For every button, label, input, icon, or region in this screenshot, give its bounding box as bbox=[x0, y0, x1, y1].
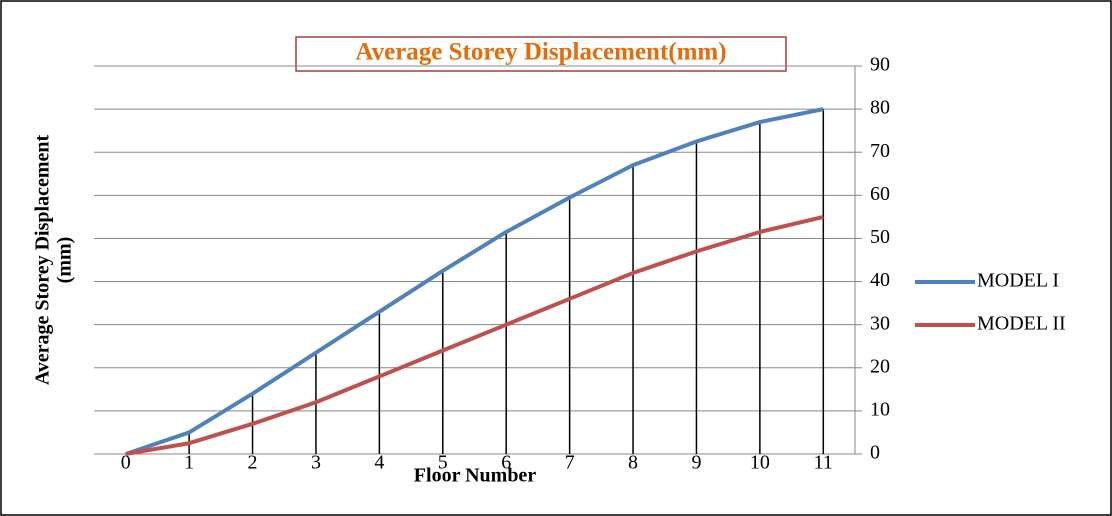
legend-label: MODEL II bbox=[977, 313, 1066, 335]
x-tick-label: 11 bbox=[814, 452, 833, 474]
x-tick-label: 0 bbox=[121, 452, 131, 474]
title-box bbox=[295, 36, 787, 72]
y-tick-label: 50 bbox=[870, 226, 890, 248]
series-line bbox=[125, 107, 824, 456]
y-tick-label: 20 bbox=[870, 355, 890, 377]
y-tick-label: 30 bbox=[870, 312, 890, 334]
chart-title: Average Storey Displacement(mm) bbox=[355, 39, 726, 66]
x-axis-title: Floor Number bbox=[414, 465, 537, 487]
y-tick-label: 70 bbox=[870, 140, 890, 162]
y-tick-label: 60 bbox=[870, 183, 890, 205]
legend-label: MODEL I bbox=[977, 270, 1059, 292]
y-tick-label: 40 bbox=[870, 269, 890, 291]
y-tick-label: 10 bbox=[870, 398, 890, 420]
x-tick-label: 2 bbox=[248, 452, 258, 474]
y-axis-title: Average Storey Displacement bbox=[32, 135, 54, 386]
y-tick-label: 80 bbox=[870, 97, 890, 119]
x-tick-label: 4 bbox=[374, 452, 384, 474]
y-axis-title: (mm) bbox=[54, 237, 76, 284]
x-tick-label: 8 bbox=[628, 452, 638, 474]
x-tick-label: 6 bbox=[501, 452, 511, 474]
x-tick-label: 1 bbox=[184, 452, 194, 474]
y-tick-label: 0 bbox=[870, 442, 880, 464]
x-tick-label: 5 bbox=[438, 452, 448, 474]
x-tick-label: 7 bbox=[565, 452, 575, 474]
x-tick-label: 9 bbox=[691, 452, 701, 474]
y-tick-label: 90 bbox=[870, 54, 890, 76]
x-tick-label: 3 bbox=[311, 452, 321, 474]
x-tick-label: 10 bbox=[750, 452, 770, 474]
series-line bbox=[125, 214, 824, 456]
